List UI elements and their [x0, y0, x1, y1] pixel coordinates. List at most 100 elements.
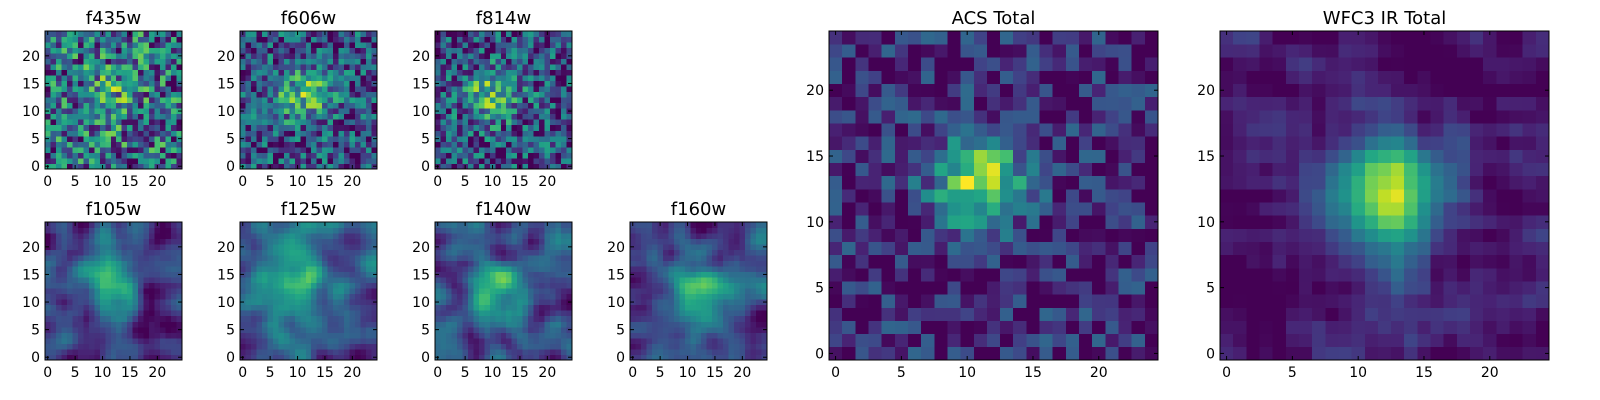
heatmap-cell — [349, 315, 356, 322]
heatmap-cell — [668, 277, 675, 284]
heatmap-cell — [45, 102, 51, 109]
heatmap-cell — [517, 260, 524, 267]
heatmap-cell — [679, 343, 686, 350]
heatmap-cell — [294, 288, 301, 295]
heatmap-cell — [662, 277, 669, 284]
heatmap-cell — [973, 320, 988, 335]
heatmap-cell — [500, 75, 507, 82]
heatmap-cell — [66, 348, 73, 355]
x-tick-label: 0 — [238, 174, 247, 190]
heatmap-cell — [105, 348, 112, 355]
heatmap-cell — [66, 222, 73, 228]
heatmap-cell — [657, 260, 664, 267]
heatmap-cell — [66, 42, 73, 48]
heatmap-cell — [445, 326, 452, 333]
heatmap-cell — [55, 348, 62, 355]
heatmap-cell — [657, 310, 664, 317]
heatmap-cell — [250, 163, 257, 170]
heatmap-cell — [267, 227, 274, 234]
heatmap-cell — [679, 337, 686, 344]
heatmap-cell — [451, 233, 458, 239]
heatmap-cell — [349, 91, 356, 98]
heatmap-cell — [360, 86, 367, 93]
heatmap-cell — [138, 321, 145, 328]
heatmap-cell — [451, 310, 458, 317]
heatmap-cell — [110, 108, 117, 115]
heatmap-cell — [61, 310, 68, 317]
heatmap-cell — [881, 320, 896, 335]
heatmap-cell — [371, 260, 378, 267]
heatmap-cell — [55, 354, 62, 361]
heatmap-cell — [72, 260, 79, 267]
heatmap-cell — [723, 315, 730, 322]
heatmap-cell — [45, 266, 51, 273]
heatmap-cell — [484, 288, 491, 295]
heatmap-cell — [517, 321, 524, 328]
heatmap-cell — [267, 277, 274, 284]
heatmap-cell — [495, 222, 502, 228]
heatmap-cell — [761, 282, 768, 289]
heatmap-cell — [50, 146, 57, 153]
heatmap-cell — [489, 69, 496, 76]
heatmap-cell — [456, 310, 463, 317]
heatmap-cell — [500, 260, 507, 267]
heatmap-cell — [322, 227, 329, 234]
heatmap-cell — [651, 238, 658, 245]
heatmap-cell — [316, 91, 323, 98]
heatmap-cell — [500, 293, 507, 300]
heatmap-cell — [462, 321, 469, 328]
heatmap-cell — [723, 332, 730, 339]
heatmap-cell — [77, 152, 84, 159]
heatmap-cell — [127, 69, 134, 76]
heatmap-cell — [300, 102, 307, 109]
heatmap-cell — [881, 333, 896, 348]
heatmap-cell — [366, 282, 372, 289]
heatmap-cell — [261, 260, 268, 267]
heatmap-cell — [855, 175, 869, 190]
heatmap-cell — [1105, 254, 1119, 269]
heatmap-cell — [143, 260, 150, 267]
heatmap-cell — [635, 293, 642, 300]
heatmap-cell — [1079, 228, 1093, 242]
heatmap-cell — [176, 31, 183, 37]
heatmap-cell — [544, 47, 551, 54]
heatmap-cell — [344, 42, 350, 48]
heatmap-cell — [745, 255, 751, 262]
heatmap-cell — [657, 249, 664, 256]
heatmap-cell — [539, 222, 545, 228]
heatmap-cell — [489, 299, 496, 306]
heatmap-cell — [1026, 281, 1040, 295]
heatmap-cell — [366, 53, 372, 59]
heatmap-cell — [311, 86, 318, 93]
heatmap-cell — [440, 271, 447, 278]
heatmap-cell — [61, 86, 68, 93]
heatmap-cell — [88, 113, 95, 120]
heatmap-cell — [868, 281, 883, 295]
heatmap-cell — [132, 348, 139, 355]
heatmap-cell — [842, 267, 856, 282]
heatmap-cell — [366, 348, 372, 355]
heatmap-cell — [894, 228, 909, 242]
heatmap-cell — [640, 337, 647, 344]
heatmap-cell — [143, 97, 150, 104]
heatmap-cell — [349, 343, 356, 350]
heatmap-cell — [435, 113, 441, 120]
heatmap-cell — [522, 277, 529, 284]
heatmap-cell — [83, 163, 90, 170]
heatmap-cell — [679, 304, 686, 311]
heatmap-cell — [50, 108, 57, 115]
heatmap-cell — [371, 86, 378, 93]
heatmap-cell — [646, 249, 653, 256]
heatmap-cell — [662, 266, 669, 273]
heatmap-cell — [327, 343, 334, 350]
heatmap-cell — [344, 130, 350, 137]
heatmap-cell — [555, 47, 562, 54]
heatmap-cell — [322, 299, 329, 306]
heatmap-cell — [456, 227, 463, 234]
heatmap-cell — [349, 266, 356, 273]
heatmap-cell — [673, 315, 680, 322]
heatmap-cell — [484, 277, 491, 284]
heatmap-cell — [451, 124, 458, 131]
heatmap-cell — [473, 233, 480, 239]
heatmap-cell — [500, 113, 507, 120]
